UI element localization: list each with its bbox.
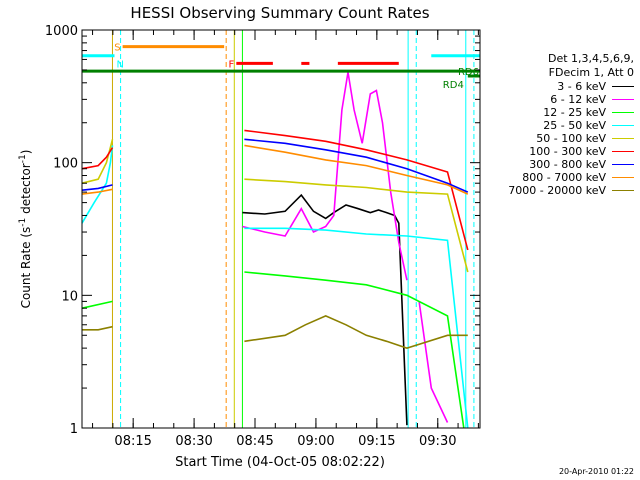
legend-entry: 6 - 12 keV bbox=[480, 93, 640, 106]
legend-header-line1: Det 1,3,4,5,6,9, bbox=[547, 52, 634, 65]
status-bar-label: N bbox=[116, 60, 123, 71]
legend-swatch bbox=[612, 164, 634, 165]
legend-label: 100 - 300 keV bbox=[529, 145, 606, 158]
series-line bbox=[81, 145, 114, 224]
legend-swatch bbox=[612, 151, 634, 152]
legend-entry: 7000 - 20000 keV bbox=[480, 184, 640, 197]
series-line bbox=[244, 227, 469, 429]
legend-label: 800 - 7000 keV bbox=[522, 171, 606, 184]
series-line bbox=[82, 325, 113, 331]
legend-swatch bbox=[612, 99, 634, 100]
legend-label: 12 - 25 keV bbox=[543, 106, 606, 119]
legend-entry: 3 - 6 keV bbox=[480, 80, 640, 93]
footer-date: 20-Apr-2010 01:22 bbox=[558, 467, 634, 476]
series-line bbox=[418, 301, 449, 423]
series-line bbox=[242, 193, 408, 426]
legend-swatch bbox=[612, 125, 634, 126]
legend-label: 6 - 12 keV bbox=[550, 93, 606, 106]
series-line bbox=[81, 188, 113, 195]
status-bar-label: RD6 bbox=[458, 67, 479, 78]
series-line bbox=[244, 315, 468, 349]
legend-label: 300 - 800 keV bbox=[529, 158, 606, 171]
x-tick-label: 09:00 bbox=[297, 434, 334, 449]
legend-entry: 25 - 50 keV bbox=[480, 119, 640, 132]
series-line bbox=[242, 72, 408, 281]
legend-label: 25 - 50 keV bbox=[543, 119, 606, 132]
legend-entry: 12 - 25 keV bbox=[480, 106, 640, 119]
chart-title: HESSI Observing Summary Count Rates bbox=[130, 4, 429, 22]
legend-header-line2: FDecim 1, Att 0 bbox=[548, 66, 634, 79]
x-tick-label: 09:30 bbox=[419, 434, 456, 449]
legend-swatch bbox=[612, 138, 634, 139]
series-6 bbox=[81, 138, 469, 193]
series-line bbox=[81, 184, 113, 191]
y-tick-label: 100 bbox=[53, 157, 78, 172]
y-tick-label: 1000 bbox=[45, 24, 78, 39]
status-bar-label: S bbox=[114, 43, 120, 54]
legend-label: 3 - 6 keV bbox=[557, 80, 606, 93]
series-line bbox=[81, 147, 114, 170]
series-4 bbox=[81, 139, 469, 273]
legend-swatch bbox=[612, 190, 634, 191]
series-line bbox=[244, 138, 469, 193]
legend-swatch bbox=[612, 177, 634, 178]
x-axis-label: Start Time (04-Oct-05 08:02:22) bbox=[175, 455, 385, 470]
x-tick-label: 08:15 bbox=[114, 434, 151, 449]
y-axis-label: Count Rate (s-1 detector-1) bbox=[18, 150, 33, 309]
series-0 bbox=[242, 193, 408, 426]
series-line bbox=[244, 271, 465, 429]
x-tick-label: 08:45 bbox=[236, 434, 273, 449]
status-bar-label: RD4 bbox=[443, 80, 464, 91]
chart-legend: Det 1,3,4,5,6,9, FDecim 1, Att 0 3 - 6 k… bbox=[480, 52, 640, 197]
legend-entry: 300 - 800 keV bbox=[480, 158, 640, 171]
legend-swatch bbox=[612, 112, 634, 113]
y-tick-label: 1 bbox=[70, 422, 78, 437]
series-line bbox=[81, 300, 113, 309]
series-5 bbox=[81, 129, 469, 251]
series-line bbox=[244, 144, 469, 195]
legend-swatch bbox=[612, 86, 634, 87]
series-2 bbox=[81, 271, 465, 429]
plot-frame bbox=[81, 29, 481, 429]
series-line bbox=[244, 129, 469, 251]
x-tick-label: 09:15 bbox=[358, 434, 395, 449]
legend-entry: 800 - 7000 keV bbox=[480, 171, 640, 184]
status-bar-label: F bbox=[229, 59, 235, 70]
legend-label: 50 - 100 keV bbox=[536, 132, 606, 145]
legend-entry: 100 - 300 keV bbox=[480, 145, 640, 158]
x-tick-label: 08:30 bbox=[175, 434, 212, 449]
series-8 bbox=[82, 315, 468, 349]
legend-entry: 50 - 100 keV bbox=[480, 132, 640, 145]
series-7 bbox=[81, 144, 469, 195]
series-3 bbox=[81, 145, 469, 429]
series-line bbox=[244, 178, 469, 273]
y-tick-label: 10 bbox=[61, 289, 78, 304]
legend-label: 7000 - 20000 keV bbox=[508, 184, 606, 197]
